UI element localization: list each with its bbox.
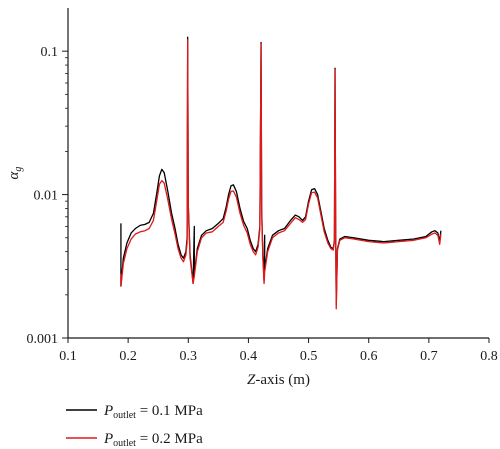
legend-label-1-text: = 0.2 MPa (136, 431, 203, 447)
legend: Poutlet = 0.1 MPa Poutlet = 0.2 MPa (66, 403, 203, 449)
legend-label-1-symbol: P (103, 431, 113, 447)
legend-label-0-subscript: outlet (113, 410, 136, 421)
x-axis-title-symbol: Z (247, 372, 256, 388)
series-layer (120, 36, 442, 310)
y-tick-label: 0.1 (41, 45, 59, 60)
legend-label-0-symbol: P (103, 403, 113, 419)
legend-label-0-text: = 0.1 MPa (136, 403, 203, 419)
legend-item-0: Poutlet = 0.1 MPa (66, 403, 203, 421)
x-tick-label: 0.7 (420, 349, 438, 364)
x-axis-title: Z-axis (m) (247, 372, 310, 388)
y-axis-title: αg (6, 167, 24, 180)
x-tick-label: 0.4 (240, 349, 258, 364)
legend-label-1-subscript: outlet (113, 438, 136, 449)
y-axis-title-subscript: g (13, 167, 24, 172)
x-tick-label: 0.3 (180, 349, 198, 364)
legend-item-1: Poutlet = 0.2 MPa (66, 431, 203, 449)
x-tick-label: 0.5 (300, 349, 318, 364)
series-line-1 (120, 39, 442, 310)
x-tick-label: 0.2 (119, 349, 137, 364)
legend-label-0: Poutlet = 0.1 MPa (103, 403, 203, 421)
x-axis-ticks: 0.1 0.2 0.3 0.4 0.5 0.6 0.7 0.8 (59, 338, 498, 364)
plot-area: 0.001 0.01 0.1 0.1 0.2 0.3 0.4 0.5 0.6 0.7 0.8 (27, 8, 498, 364)
y-tick-label: 0.01 (34, 189, 59, 204)
series-line-0 (120, 36, 442, 306)
y-tick-label: 0.001 (27, 332, 59, 347)
y-axis-title-symbol: α (6, 170, 22, 179)
x-tick-label: 0.1 (59, 349, 77, 364)
x-tick-label: 0.6 (360, 349, 378, 364)
x-tick-label: 0.8 (480, 349, 498, 364)
x-axis-title-text: -axis (m) (255, 372, 310, 388)
legend-label-1: Poutlet = 0.2 MPa (103, 431, 203, 449)
y-axis-ticks: 0.001 0.01 0.1 (27, 45, 68, 347)
